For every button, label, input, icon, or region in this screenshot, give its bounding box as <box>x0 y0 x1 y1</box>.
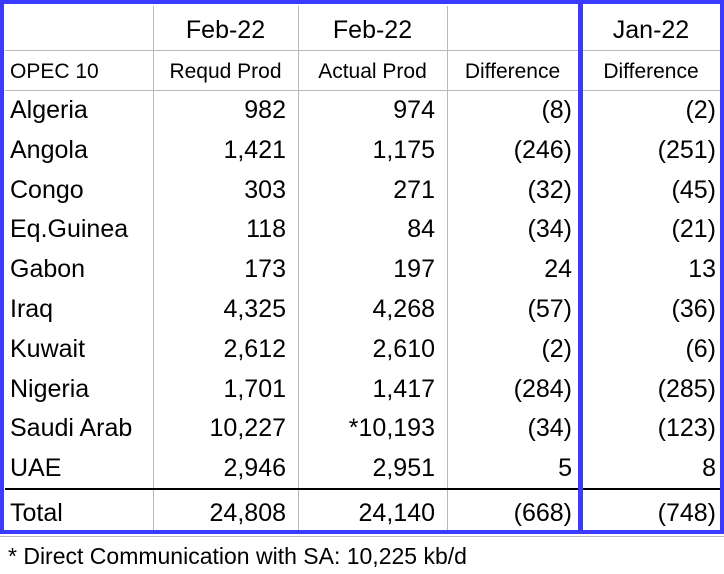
grid-line <box>5 90 720 91</box>
total-label: Total <box>10 499 63 527</box>
header-cell-required: Requd Prod <box>169 60 282 83</box>
table-row: Congo 303 271 (32) (45) <box>0 170 724 210</box>
total-diff-feb-cell: (668) <box>513 499 572 527</box>
header-cell-group: OPEC 10 <box>10 60 99 83</box>
actual-cell: 974 <box>393 96 435 124</box>
actual-cell: 4,268 <box>372 295 435 323</box>
actual-cell: 84 <box>407 215 435 244</box>
actual-cell: *10,193 <box>348 414 435 443</box>
country-cell: UAE <box>10 454 62 483</box>
header-cell-feb-required: Feb-22 <box>185 16 266 44</box>
required-cell: 2,946 <box>223 454 286 483</box>
diff-jan-cell: (21) <box>671 215 716 244</box>
diff-feb-cell: (2) <box>541 334 572 363</box>
grid-line <box>298 6 299 531</box>
country-cell: Kuwait <box>10 334 86 363</box>
diff-feb-cell: 24 <box>544 255 572 284</box>
diff-jan-cell: (2) <box>685 96 716 124</box>
table-row: Algeria 982 974 (8) (2) <box>0 90 724 130</box>
required-cell: 1,421 <box>223 135 286 164</box>
country-cell: Algeria <box>10 96 88 124</box>
diff-jan-cell: (6) <box>685 334 716 363</box>
required-cell: 2,612 <box>223 334 286 363</box>
diff-feb-cell: (8) <box>541 96 572 124</box>
table-row: Kuwait 2,612 2,610 (2) (6) <box>0 329 724 369</box>
grid-line <box>153 6 154 531</box>
footnote: * Direct Communication with SA: 10,225 k… <box>8 543 467 569</box>
country-cell: Nigeria <box>10 374 90 403</box>
table-row: Nigeria 1,701 1,417 (284) (285) <box>0 369 724 409</box>
header-cell-actual: Actual Prod <box>318 60 427 83</box>
country-cell: Eq.Guinea <box>10 215 129 244</box>
total-required-cell: 24,808 <box>209 499 286 527</box>
actual-cell: 1,175 <box>372 135 435 164</box>
header-row-columns: OPEC 10 Requd Prod Actual Prod Differenc… <box>0 50 724 90</box>
diff-feb-cell: 5 <box>558 454 572 483</box>
table-row: Iraq 4,325 4,268 (57) (36) <box>0 289 724 329</box>
total-actual-cell: 24,140 <box>358 499 435 527</box>
highlight-frame-jan <box>578 0 724 534</box>
required-cell: 982 <box>244 96 286 124</box>
actual-cell: 2,951 <box>372 454 435 483</box>
table-row: Saudi Arab 10,227 *10,193 (34) (123) <box>0 408 724 448</box>
grid-line <box>447 6 448 531</box>
diff-jan-cell: 8 <box>702 454 716 483</box>
country-cell: Congo <box>10 175 84 204</box>
grid-line <box>5 50 720 51</box>
header-cell-difference-jan: Difference <box>603 60 699 83</box>
total-separator <box>5 488 720 490</box>
header-cell-feb-actual: Feb-22 <box>332 16 413 44</box>
required-cell: 118 <box>246 215 286 244</box>
total-row: Total 24,808 24,140 (668) (748) <box>0 489 724 531</box>
diff-feb-cell: (34) <box>527 215 572 244</box>
diff-feb-cell: (284) <box>513 374 572 403</box>
diff-jan-cell: (36) <box>671 295 716 323</box>
header-row-months: Feb-22 Feb-22 Jan-22 <box>0 6 724 50</box>
diff-jan-cell: (123) <box>657 414 716 443</box>
required-cell: 1,701 <box>223 374 286 403</box>
country-cell: Iraq <box>10 295 54 323</box>
required-cell: 4,325 <box>223 295 286 323</box>
grid-line <box>0 536 724 537</box>
diff-jan-cell: (251) <box>657 135 716 164</box>
required-cell: 10,227 <box>209 414 286 443</box>
header-cell-jan: Jan-22 <box>612 16 690 44</box>
actual-cell: 2,610 <box>372 334 435 363</box>
country-cell: Angola <box>10 135 88 164</box>
diff-jan-cell: (285) <box>657 374 716 403</box>
diff-feb-cell: (32) <box>527 175 572 204</box>
required-cell: 303 <box>244 175 286 204</box>
actual-cell: 197 <box>393 255 435 284</box>
country-cell: Gabon <box>10 255 86 284</box>
header-cell-difference: Difference <box>464 60 561 83</box>
diff-jan-cell: 13 <box>688 255 716 284</box>
table-row: Eq.Guinea 118 84 (34) (21) <box>0 209 724 249</box>
total-diff-jan-cell: (748) <box>657 499 716 527</box>
required-cell: 173 <box>244 255 286 284</box>
diff-jan-cell: (45) <box>671 175 716 204</box>
table-row: UAE 2,946 2,951 5 8 <box>0 448 724 488</box>
diff-feb-cell: (57) <box>527 295 572 323</box>
table-row: Gabon 173 197 24 13 <box>0 249 724 289</box>
actual-cell: 1,417 <box>372 374 435 403</box>
country-cell: Saudi Arab <box>10 414 133 443</box>
diff-feb-cell: (246) <box>513 135 572 164</box>
highlight-frame-feb <box>0 0 583 534</box>
diff-feb-cell: (34) <box>527 414 572 443</box>
table-row: Angola 1,421 1,175 (246) (251) <box>0 130 724 170</box>
actual-cell: 271 <box>393 175 435 204</box>
